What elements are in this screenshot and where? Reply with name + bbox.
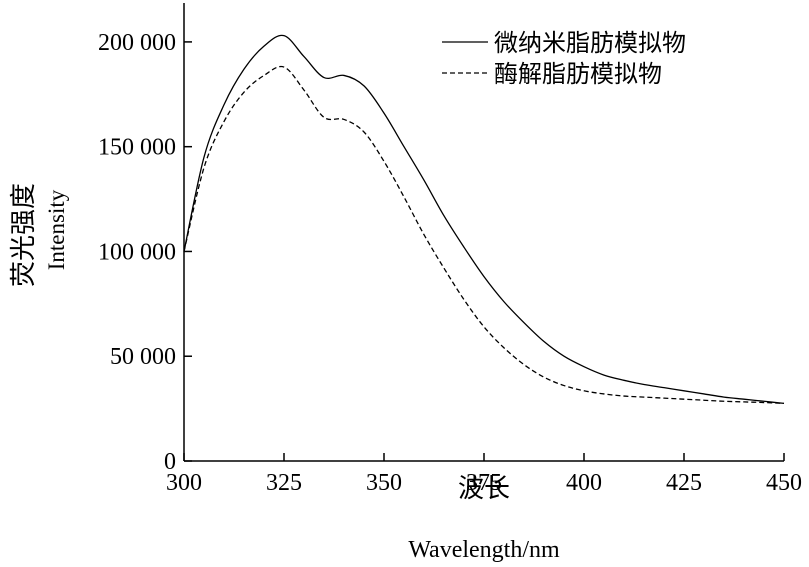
y-axis-title-en: Intensity <box>44 189 69 270</box>
series-line-2 <box>183 65 785 405</box>
legend-label-series-2: 酶解脂肪模拟物 <box>494 60 662 88</box>
y-tick-label: 150 000 <box>98 135 176 161</box>
x-ticks: 300 325 350 375 400 425 450 <box>166 453 802 496</box>
x-tick-label: 375 <box>466 470 502 496</box>
x-axis-title-cn: 波长 <box>458 474 510 504</box>
y-tick-label: 0 <box>164 449 176 475</box>
y-tick-label: 50 000 <box>110 344 176 370</box>
series-layer <box>183 34 785 405</box>
y-axis-title-cn: 荧光强度 <box>9 183 39 287</box>
x-tick-label: 325 <box>266 470 302 496</box>
y-tick-label: 200 000 <box>98 30 176 56</box>
series-line-1 <box>183 34 785 405</box>
x-tick-label: 350 <box>366 470 402 496</box>
legend: 微纳米脂肪模拟物 酶解脂肪模拟物 <box>442 29 686 88</box>
y-tick-label: 100 000 <box>98 239 176 265</box>
legend-label-series-1: 微纳米脂肪模拟物 <box>494 29 686 57</box>
x-axis-title-en: Wavelength/nm <box>408 537 560 563</box>
x-tick-label: 450 <box>766 470 802 496</box>
x-tick-label: 400 <box>566 470 602 496</box>
x-tick-label: 425 <box>666 470 702 496</box>
x-tick-label: 300 <box>166 470 202 496</box>
y-ticks: 0 50 000 100 000 150 000 200 000 <box>98 30 192 475</box>
